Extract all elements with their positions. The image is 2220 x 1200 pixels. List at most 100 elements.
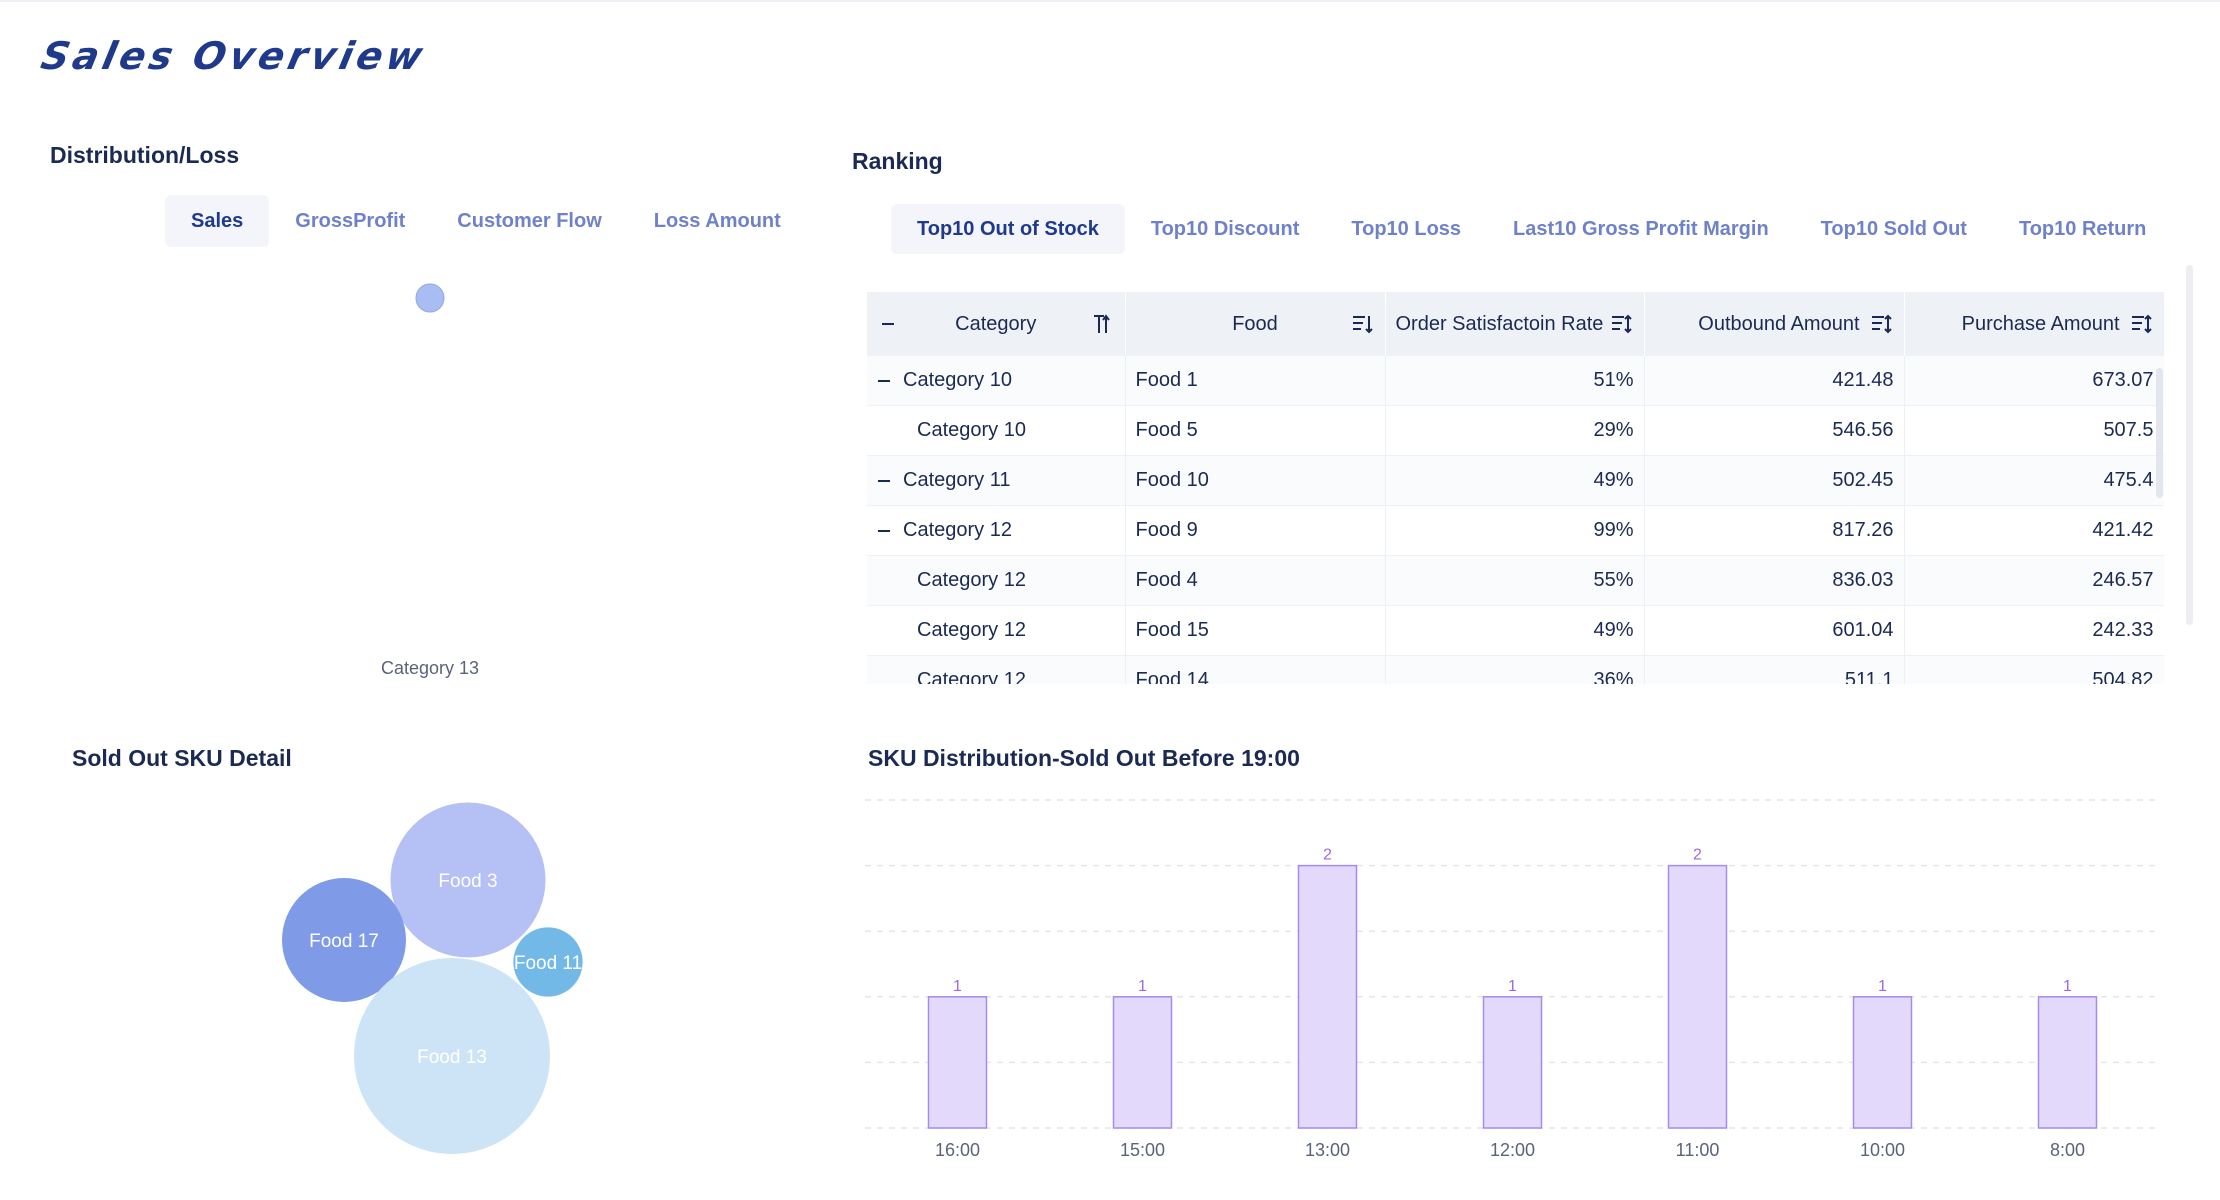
cell-purchase-amount-text: 507.5 <box>2103 419 2154 441</box>
bar[interactable] <box>1112 996 1173 1129</box>
cell-outbound-amount: 502.45 <box>1644 455 1905 506</box>
collapse-icon[interactable] <box>877 474 891 488</box>
collapse-all-icon[interactable] <box>881 317 895 331</box>
cell-purchase-amount: 507.5 <box>1904 405 2164 456</box>
cell-order-satisfaction-rate: 29% <box>1385 405 1645 456</box>
column-header-outbound-amount[interactable]: Outbound Amount <box>1644 292 1905 356</box>
cell-category: Category 12 <box>867 655 1126 684</box>
collapse-icon[interactable] <box>877 524 891 538</box>
cell-category: Category 10 <box>867 356 1126 406</box>
sku-distribution-bar-chart: 1 16:00 1 15:00 2 13:00 1 12:00 2 11:00 1 10:00 1 8:0… <box>865 799 2160 1160</box>
cell-category: Category 12 <box>867 605 1126 656</box>
sku-distribution-title: SKU Distribution-Sold Out Before 19:00 <box>868 745 1300 771</box>
tab-last10-gross-profit-margin[interactable]: Last10 Gross Profit Margin <box>1513 218 1769 240</box>
bar[interactable] <box>1482 996 1543 1129</box>
cell-order-satisfaction-rate-text: 55% <box>1593 569 1634 591</box>
table-row[interactable]: Category 12 Food 4 55% 836.03 246.57 <box>867 555 2164 606</box>
x-tick-label: 13:00 <box>1305 1140 1350 1160</box>
tab-customer-flow[interactable]: Customer Flow <box>457 210 602 232</box>
bar[interactable] <box>1297 864 1358 1129</box>
bar-value-label: 1 <box>1878 978 1887 995</box>
column-header-order-satisfaction-rate[interactable]: Order Satisfactoin Rate <box>1385 292 1645 356</box>
bubble[interactable] <box>513 927 583 997</box>
sort-icon[interactable] <box>1610 312 1634 336</box>
sort-descending-icon[interactable] <box>1351 312 1375 336</box>
x-tick-label: 10:00 <box>1860 1140 1905 1160</box>
cell-order-satisfaction-rate: 49% <box>1385 605 1645 656</box>
tab-loss-amount[interactable]: Loss Amount <box>653 210 781 232</box>
table-row[interactable]: Category 12 Food 15 49% 601.04 242.33 <box>867 605 2164 656</box>
tab-grossprofit[interactable]: GrossProfit <box>295 210 406 232</box>
cell-outbound-amount: 511.1 <box>1644 655 1905 684</box>
bubble[interactable] <box>390 802 546 958</box>
cell-purchase-amount-text: 475.4 <box>2103 469 2154 491</box>
bar[interactable] <box>1667 864 1728 1129</box>
tab-top10-sold-out[interactable]: Top10 Sold Out <box>1820 218 1967 240</box>
cell-category-text: Category 12 <box>917 569 1026 591</box>
bubble-label: Food 3 <box>438 871 497 892</box>
cell-outbound-amount-text: 421.48 <box>1832 369 1894 391</box>
scatter-point[interactable] <box>415 283 445 313</box>
tab-top10-return[interactable]: Top10 Return <box>2018 218 2147 240</box>
table-row[interactable]: Category 12 Food 14 36% 511.1 504.82 <box>867 655 2164 684</box>
cell-purchase-amount: 246.57 <box>1904 555 2164 606</box>
page-scrollbar[interactable] <box>2186 265 2193 625</box>
table-row[interactable]: Category 10 Food 5 29% 546.56 507.5 <box>867 405 2164 456</box>
sort-icon[interactable] <box>1870 312 1894 336</box>
bubble[interactable] <box>354 958 550 1154</box>
cell-purchase-amount: 504.82 <box>1904 655 2164 684</box>
column-header-label: Purchase Amount <box>1961 312 2120 335</box>
tab-top10-loss[interactable]: Top10 Loss <box>1351 218 1462 240</box>
bar[interactable] <box>927 996 988 1129</box>
cell-order-satisfaction-rate-text: 99% <box>1593 519 1634 541</box>
cell-order-satisfaction-rate-text: 29% <box>1593 419 1634 441</box>
cell-purchase-amount-text: 504.82 <box>2092 669 2154 684</box>
tab-sales[interactable]: Sales <box>165 195 270 247</box>
bar[interactable] <box>2037 996 2098 1129</box>
cell-food: Food 10 <box>1125 455 1386 506</box>
table-row[interactable]: Category 10 Food 1 51% 421.48 673.07 <box>867 356 2164 406</box>
cell-food: Food 1 <box>1125 356 1386 406</box>
table-row[interactable]: Category 12 Food 9 99% 817.26 421.42 <box>867 505 2164 556</box>
x-tick-label: 15:00 <box>1120 1140 1165 1160</box>
cell-food-text: Food 4 <box>1135 569 1198 591</box>
sold-out-bubble-chart: Food 3 Food 17 Food 13 Food 11 <box>282 802 583 1154</box>
cell-outbound-amount: 421.48 <box>1644 356 1905 406</box>
table-row[interactable]: Category 11 Food 10 49% 502.45 475.4 <box>867 455 2164 506</box>
bar-value-label: 1 <box>2063 978 2072 995</box>
sort-icon[interactable] <box>2130 312 2154 336</box>
cell-food: Food 5 <box>1125 405 1386 456</box>
bar[interactable] <box>1852 996 1913 1129</box>
cell-order-satisfaction-rate: 99% <box>1385 505 1645 556</box>
cell-category: Category 11 <box>867 455 1126 506</box>
cell-order-satisfaction-rate-text: 36% <box>1593 669 1634 684</box>
tab-top10-discount[interactable]: Top10 Discount <box>1150 218 1300 240</box>
distribution-scatter-chart: Category 13 <box>381 283 479 678</box>
cell-purchase-amount-text: 421.42 <box>2092 519 2154 541</box>
x-tick-label: 8:00 <box>2050 1140 2085 1160</box>
cell-outbound-amount: 601.04 <box>1644 605 1905 656</box>
column-header-label: Food <box>1232 312 1278 335</box>
collapse-icon[interactable] <box>877 374 891 388</box>
cell-outbound-amount-text: 502.45 <box>1832 469 1894 491</box>
bubble[interactable] <box>282 878 406 1002</box>
cell-order-satisfaction-rate: 51% <box>1385 356 1645 406</box>
x-tick-label: Category 13 <box>381 658 479 678</box>
cell-outbound-amount-text: 836.03 <box>1832 569 1894 591</box>
cell-food-text: Food 14 <box>1135 669 1209 684</box>
cell-purchase-amount: 475.4 <box>1904 455 2164 506</box>
tab-top10-out-of-stock[interactable]: Top10 Out of Stock <box>891 204 1125 254</box>
column-header-category[interactable]: Category <box>867 292 1126 356</box>
table-scrollbar[interactable] <box>2156 368 2163 498</box>
distribution-title: Distribution/Loss <box>50 142 240 168</box>
sort-ascending-icon[interactable] <box>1091 312 1115 336</box>
bar-value-label: 1 <box>1508 978 1517 995</box>
column-header-purchase-amount[interactable]: Purchase Amount <box>1904 292 2164 356</box>
cell-category: Category 10 <box>867 405 1126 456</box>
cell-category-text: Category 10 <box>903 369 1012 391</box>
column-header-food[interactable]: Food <box>1125 292 1386 356</box>
cell-purchase-amount: 421.42 <box>1904 505 2164 556</box>
ranking-title: Ranking <box>852 148 943 174</box>
page-title: Sales Overview <box>37 34 431 78</box>
bubble-label: Food 17 <box>309 931 379 952</box>
